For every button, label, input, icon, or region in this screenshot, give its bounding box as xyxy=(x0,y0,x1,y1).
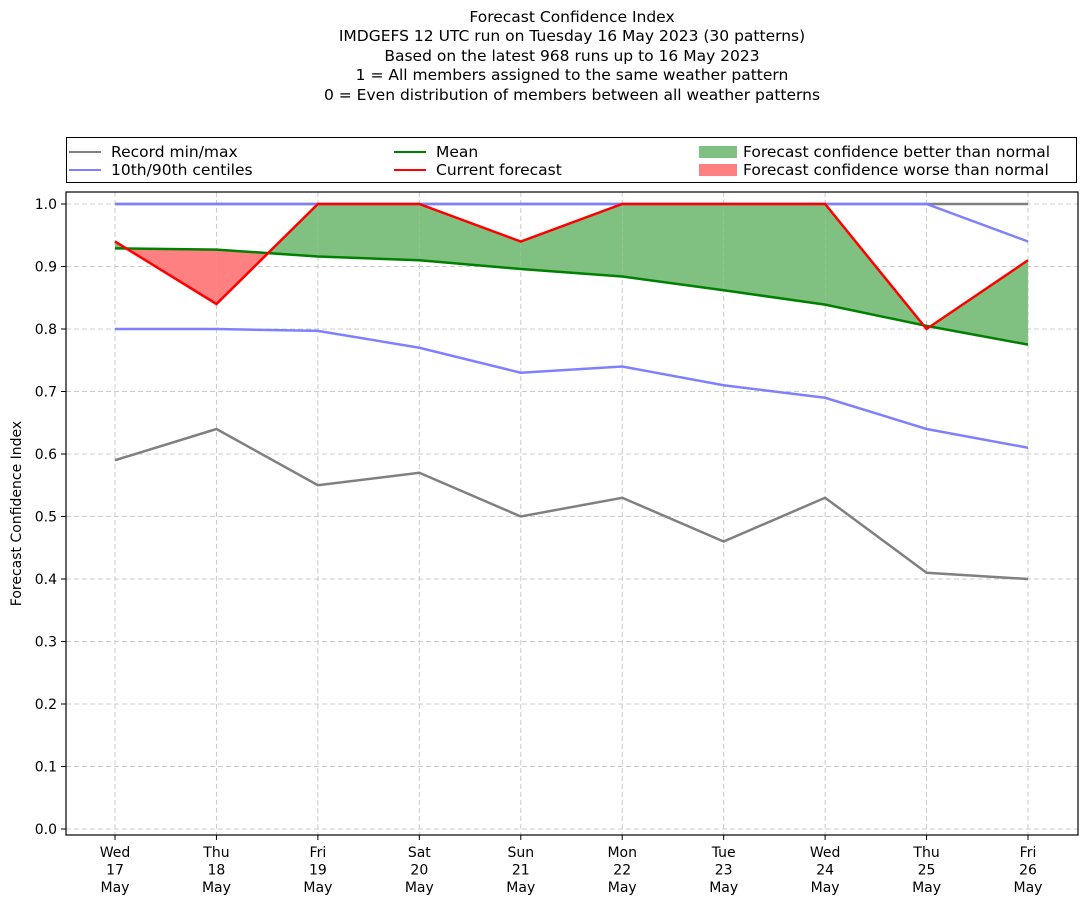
line-record-min xyxy=(114,427,1029,581)
line-90th-centile xyxy=(115,202,1029,243)
x-tick-label: May xyxy=(811,880,840,896)
x-axis: Wed17MayThu18MayFri19MaySat20MaySun21May… xyxy=(100,835,1043,896)
x-tick-label: May xyxy=(912,880,941,896)
legend-label-current: Current forecast xyxy=(436,161,562,179)
legend-swatch-centiles xyxy=(69,169,101,171)
x-tick-label: 17 xyxy=(106,863,124,879)
x-tick-label: 22 xyxy=(613,863,631,879)
y-tick-label: 0.5 xyxy=(35,510,57,526)
x-tick-label: Tue xyxy=(711,845,736,861)
x-tick-label: May xyxy=(405,880,434,896)
legend-label-better: Forecast confidence better than normal xyxy=(743,143,1051,161)
legend-swatch-current xyxy=(394,169,426,171)
legend-swatch-better xyxy=(699,146,737,158)
x-tick-label: 20 xyxy=(410,863,428,879)
legend-label-record: Record min/max xyxy=(111,143,238,161)
y-tick-label: 0.4 xyxy=(35,572,57,588)
legend-swatch-mean xyxy=(394,151,426,153)
y-axis-label: Forecast Confidence Index xyxy=(9,421,25,606)
x-tick-label: 21 xyxy=(512,863,530,879)
x-tick-label: Wed xyxy=(100,845,131,861)
y-tick-label: 0.9 xyxy=(35,260,57,276)
series-lines xyxy=(114,202,1029,581)
fill-better-than-normal xyxy=(520,204,623,277)
chart-subtitle-2: Based on the latest 968 runs up to 16 Ma… xyxy=(384,46,760,65)
fill-better-than-normal xyxy=(317,204,420,261)
x-tick-label: Sat xyxy=(408,845,431,861)
chart-subtitle-3: 1 = All members assigned to the same wea… xyxy=(355,66,789,85)
x-tick-label: 25 xyxy=(918,863,936,879)
legend-swatch-worse xyxy=(699,164,737,176)
legend-item-centiles: 10th/90th centiles xyxy=(69,161,253,179)
y-tick-label: 0.6 xyxy=(35,447,57,463)
x-tick-label: 19 xyxy=(309,863,327,879)
x-tick-label: Thu xyxy=(912,845,939,861)
chart-title: Forecast Confidence Index xyxy=(469,8,675,26)
y-axis: 0.0 0.1 0.2 0.3 0.4 0.5 0.6 0.7 0.8 0.9 1.0 xyxy=(35,197,66,838)
legend-item-worse: Forecast confidence worse than normal xyxy=(699,161,1049,179)
x-tick-label: May xyxy=(1014,880,1043,896)
plot-frame xyxy=(65,191,1079,836)
x-tick-label: May xyxy=(608,880,637,896)
x-tick-label: Fri xyxy=(1020,845,1037,861)
y-tick-label: 0.1 xyxy=(35,760,57,776)
legend-label-mean: Mean xyxy=(436,143,479,161)
y-tick-label: 0.0 xyxy=(35,822,57,838)
y-tick-label: 0.3 xyxy=(35,635,57,651)
line-current-forecast xyxy=(114,202,1029,331)
fill-better-than-normal xyxy=(419,204,521,269)
legend-item-better: Forecast confidence better than normal xyxy=(699,143,1050,161)
x-tick-label: Thu xyxy=(202,845,229,861)
fill-better-than-normal xyxy=(723,204,826,305)
x-tick-label: May xyxy=(303,880,332,896)
x-tick-label: Wed xyxy=(810,845,841,861)
y-tick-label: 0.7 xyxy=(35,385,57,401)
confidence-fills xyxy=(115,204,1028,345)
legend-swatch-record xyxy=(69,151,101,153)
fill-better-than-normal xyxy=(622,204,724,291)
legend-item-current: Current forecast xyxy=(394,161,562,179)
x-tick-label: May xyxy=(202,880,231,896)
x-tick-label: Sun xyxy=(507,845,534,861)
chart-subtitle-4: 0 = Even distribution of members between… xyxy=(323,85,821,104)
x-tick-label: 24 xyxy=(816,863,834,879)
x-tick-label: May xyxy=(506,880,535,896)
x-tick-label: 18 xyxy=(208,863,226,879)
x-tick-label: May xyxy=(101,880,130,896)
x-tick-label: May xyxy=(709,880,738,896)
legend-item-mean: Mean xyxy=(394,143,478,161)
x-tick-label: 23 xyxy=(715,863,733,879)
y-tick-label: 0.8 xyxy=(35,322,57,338)
y-tick-label: 0.2 xyxy=(35,697,57,713)
legend-item-record: Record min/max xyxy=(69,143,238,161)
fill-better-than-normal xyxy=(930,260,1028,345)
x-tick-label: 26 xyxy=(1019,863,1037,879)
line-10th-centile xyxy=(115,327,1029,449)
chart-subtitle-1: IMDGEFS 12 UTC run on Tuesday 16 May 202… xyxy=(338,27,806,46)
chart-title-block: Forecast Confidence Index IMDGEFS 12 UTC… xyxy=(0,8,1092,105)
x-tick-label: Mon xyxy=(607,845,637,861)
legend-label-worse: Forecast confidence worse than normal xyxy=(743,161,1049,179)
y-tick-label: 1.0 xyxy=(35,197,57,213)
legend: Record min/max 10th/90th centiles Mean C… xyxy=(66,137,1077,183)
x-tick-label: Fri xyxy=(310,845,327,861)
legend-label-centiles: 10th/90th centiles xyxy=(111,161,253,179)
